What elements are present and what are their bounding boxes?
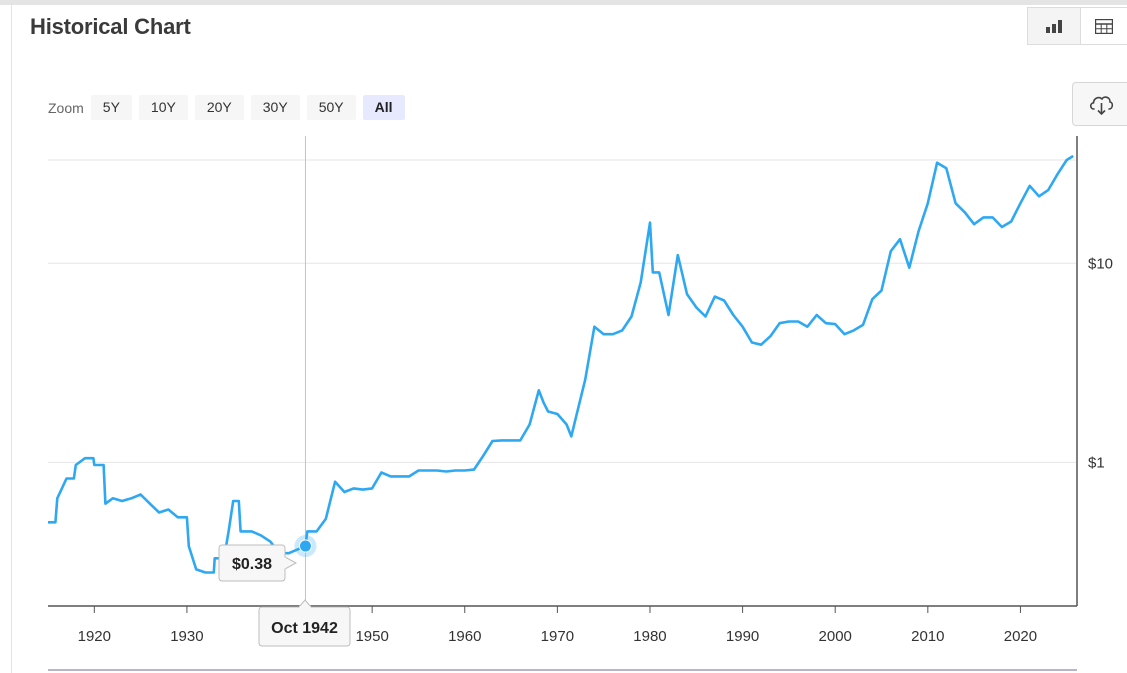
x-tick-label: 2010 [911, 628, 944, 645]
date-tooltip-pointer [297, 599, 313, 608]
bar-chart-icon [1046, 20, 1062, 33]
zoom-20y-button[interactable]: 20Y [194, 95, 244, 120]
x-tick-label: 2000 [819, 628, 852, 645]
series-line [48, 154, 1074, 574]
download-button[interactable] [1072, 82, 1127, 126]
zoom-10y-button[interactable]: 10Y [138, 95, 188, 120]
zoom-5y-button[interactable]: 5Y [90, 95, 132, 120]
zoom-controls: Zoom 5Y 10Y 20Y 30Y 50Y All [48, 95, 412, 120]
view-toggle [1027, 7, 1127, 45]
top-border [0, 0, 1127, 5]
x-tick-label: 1950 [355, 628, 388, 645]
table-view-button[interactable] [1081, 7, 1127, 45]
zoom-all-button[interactable]: All [362, 95, 405, 120]
x-tick-label: 1920 [78, 628, 111, 645]
x-tick-label: 1990 [726, 628, 759, 645]
value-tooltip-text: $0.38 [232, 556, 272, 573]
zoom-label: Zoom [48, 99, 84, 116]
date-tooltip-text: Oct 1942 [271, 620, 338, 637]
scroll-track [48, 669, 1077, 671]
value-tooltip-pointer [284, 556, 298, 570]
y-tick-label: $1 [1088, 454, 1105, 471]
x-tick-label: 1980 [633, 628, 666, 645]
chart-header: Historical Chart [11, 5, 1127, 58]
x-tick-label: 1970 [541, 628, 574, 645]
x-tick-label: 2020 [1004, 628, 1037, 645]
highlight-point [298, 539, 312, 553]
page-title: Historical Chart [30, 14, 191, 39]
y-tick-label: $10 [1088, 255, 1113, 272]
table-icon [1095, 18, 1113, 34]
x-tick-label: 1960 [448, 628, 481, 645]
cloud-download-icon [1089, 96, 1113, 116]
bar-chart-view-button[interactable] [1027, 7, 1081, 45]
x-tick-label: 1930 [170, 628, 203, 645]
zoom-50y-button[interactable]: 50Y [306, 95, 356, 120]
zoom-30y-button[interactable]: 30Y [250, 95, 300, 120]
